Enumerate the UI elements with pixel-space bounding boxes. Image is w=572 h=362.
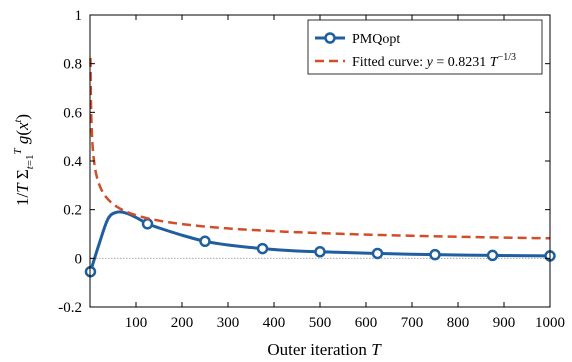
y-tick-label-1: 0 <box>75 251 83 267</box>
x-tick-label-7: 800 <box>447 315 470 331</box>
y-label-paren-open: ( <box>13 130 32 136</box>
legend-marker-pmqopt <box>324 32 336 44</box>
y-tick-label-2: 0.2 <box>63 203 82 219</box>
y-tick-label-5: 0.8 <box>63 57 82 73</box>
x-tick-label-1: 200 <box>171 315 194 331</box>
data-point-0-3 <box>256 242 269 255</box>
y-tick-label-3: 0.4 <box>63 154 82 170</box>
legend-fit-y: y <box>425 55 434 70</box>
legend-label-pmqopt: PMQopt <box>352 32 400 47</box>
x-axis-label-text: Outer iteration <box>267 340 371 359</box>
data-point-0-6 <box>429 248 441 261</box>
axis-ticks: -0.2 0 0.2 0.4 0.6 0.8 1 100 200 300 400 500 600 700 8… <box>58 8 565 331</box>
legend-fit-exp: −1/3 <box>498 52 516 63</box>
y-tick-label-0: -0.2 <box>58 300 82 316</box>
y-label-sigma: Σ <box>13 169 32 183</box>
y-label-sub-eq: =1 <box>24 154 36 166</box>
x-tick-label-8: 900 <box>493 315 516 331</box>
x-tick-label-3: 400 <box>263 315 286 331</box>
y-label-paren-close: ) <box>13 114 32 120</box>
x-axis-label: Outer iteration T <box>267 340 382 359</box>
data-point-0-2 <box>199 235 211 248</box>
series-line-1 <box>89 58 551 240</box>
y-label-x: x <box>13 122 32 131</box>
y-label-frac: 1/ <box>13 193 32 207</box>
legend-label-fitted: Fitted curve: y = 0.8231 T−1/3 <box>352 52 516 70</box>
x-tick-label-9: 1000 <box>535 315 565 331</box>
x-tick-label-6: 700 <box>401 315 424 331</box>
y-label-T: T <box>13 182 32 193</box>
legend-fit-T: T <box>490 55 499 70</box>
y-axis-label-text: 1/T Σt=1T g(xt) <box>12 114 36 206</box>
legend: PMQopt Fitted curve: y = 0.8231 T−1/3 <box>307 19 543 75</box>
x-axis-label-var: T <box>371 340 382 359</box>
y-label-x-sup: t <box>13 119 24 122</box>
plot-area <box>84 58 556 278</box>
y-tick-label-4: 0.6 <box>63 105 82 121</box>
legend-box <box>307 19 543 75</box>
x-tick-label-2: 300 <box>217 315 240 331</box>
y-label-sup: T <box>12 147 24 154</box>
x-tick-label-0: 100 <box>125 315 148 331</box>
legend-fit-prefix: Fitted curve: <box>352 55 427 70</box>
data-point-0-7 <box>486 249 499 262</box>
data-point-0-1 <box>141 218 154 230</box>
y-label-sub: t <box>24 165 36 169</box>
y-axis-label: 1/T Σt=1T g(xt) <box>12 114 36 206</box>
data-point-0-4 <box>314 246 326 258</box>
y-tick-label-6: 1 <box>75 8 83 24</box>
legend-fit-eq: = 0.8231 <box>433 55 490 70</box>
x-tick-label-4: 500 <box>309 315 332 331</box>
x-tick-label-5: 600 <box>355 315 378 331</box>
y-label-g: g <box>13 136 32 149</box>
data-point-0-5 <box>371 247 384 260</box>
